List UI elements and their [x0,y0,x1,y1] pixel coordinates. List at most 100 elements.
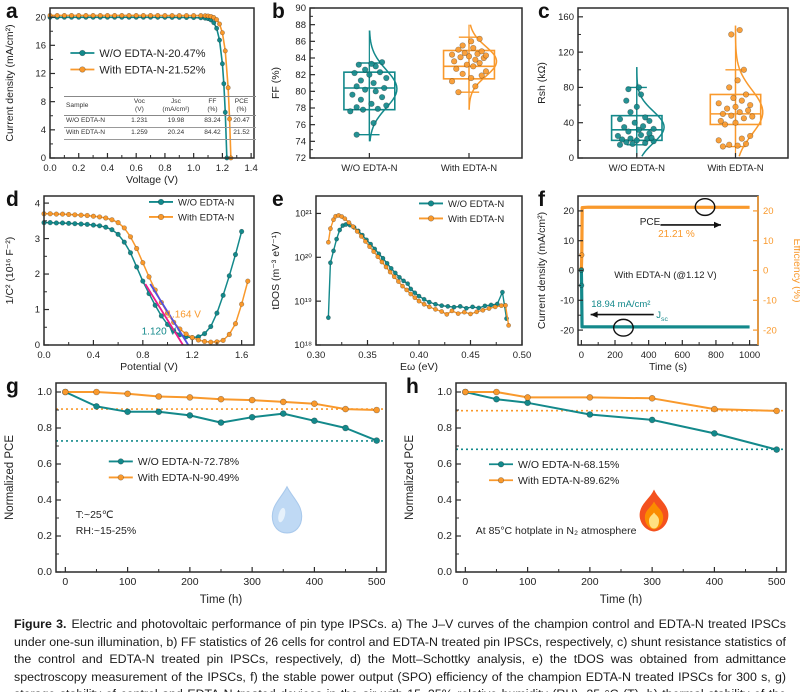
table-cell: 21.52 [226,127,256,140]
data-point-marker [248,413,256,421]
data-point-marker [449,308,455,314]
legend-marker [157,198,165,206]
data-point-marker [337,227,343,233]
data-point-marker [134,245,140,252]
data-point-marker [155,12,161,18]
data-point-marker [633,103,640,110]
panel-e-chart-canvas: 0.30 0.35 0.40 0.45 0.50 10¹⁸ 10¹⁹ 10²⁰ 10²¹ Eω (… [270,195,531,373]
table-cell: 1.259 [124,127,154,140]
x-tick-label: 0 [579,350,584,361]
panel-g-chart-canvas: 0 100 200 300 400 500 0.0 0.2 0.4 0.6 0.8 1.0 Time (… [4,382,387,606]
data-point-marker [463,305,469,311]
data-point-marker [342,424,349,432]
data-point-marker [646,117,653,125]
data-point-marker [476,35,483,42]
x-tick-label: 0.0 [43,163,56,174]
data-point-marker [325,239,331,245]
data-point-marker [635,126,642,133]
x-tick-label: 100 [119,576,137,588]
annotation-text: At 85°C hotplate in N₂ atmosphere [476,525,637,537]
annotation-text: 18.94 mA/cm² [591,299,650,310]
y2-tick-label: 0 [763,266,768,277]
x-tick-label: With EDTA-N [707,163,763,174]
table-cell: 19.98 [153,115,198,128]
data-point-marker [470,44,477,52]
x-axis-label: Voltage (V) [126,174,178,186]
data-point-marker [463,61,470,68]
y-axis-label: Normalized PCE [404,435,416,520]
legend-label: W/O EDTA-N [178,197,234,208]
data-point-marker [379,259,385,265]
data-point-marker [47,220,53,226]
data-point-marker [334,236,339,242]
plot-frame [309,7,523,159]
panel-h-thermal-stability: 0 100 200 300 400 500 0.0 0.2 0.4 0.6 0.8 1.0 Time (… [400,375,800,608]
data-point-marker [457,54,464,61]
data-point-marker [461,49,468,57]
data-point-marker [459,70,466,77]
x-tick-label: 200 [181,576,199,588]
data-point-marker [127,250,134,256]
panel-letter-d: d [6,188,19,211]
panel-letter-h: h [406,375,419,398]
y2-tick-label: -10 [763,296,777,307]
data-point-marker [375,254,381,260]
y2-tick-label: 10 [763,236,774,247]
panel-b-chart-canvas: W/O EDTA-N With EDTA-N 72 74 76 78 80 82 84 86 88 9… [270,3,523,174]
data-point-marker [623,139,630,146]
data-point-marker [353,104,360,111]
data-point-marker [62,388,69,396]
annotation-text: RH:~15-25% [76,525,136,537]
data-point-marker [140,260,146,266]
data-point-marker [715,137,722,144]
data-point-marker [738,135,745,142]
table-header-ff: FF (%) [197,96,227,116]
x-tick-label: 0.40 [410,350,429,361]
x-tick-label: 1.2 [186,350,199,361]
distribution-curve [636,67,665,157]
data-point-marker [631,119,638,126]
data-point-marker [412,290,418,296]
data-point-marker [239,228,245,235]
data-point-marker [747,101,754,109]
highlight-ellipse [612,318,634,337]
data-point-marker [472,56,479,63]
data-point-marker [445,303,451,309]
data-point-marker [372,88,379,95]
data-point-marker [134,264,140,270]
data-point-marker [621,124,628,131]
data-point-marker [408,286,414,292]
y-tick-label: 1.0 [437,386,452,398]
data-point-marker [459,42,466,49]
x-tick-label: 0.4 [101,163,114,174]
x-axis-label: Potential (V) [120,361,178,373]
x-tick-label: 500 [368,576,386,588]
data-point-marker [468,38,475,45]
data-point-marker [773,407,780,415]
x-axis-label: Time (h) [200,594,243,606]
x-tick-label: 0 [62,576,68,588]
x-tick-label: 1000 [739,350,760,361]
series-line [44,212,249,343]
data-point-marker [586,411,594,418]
y-tick-label: 10¹⁸ [294,340,312,351]
data-point-marker [328,226,333,232]
data-point-marker [400,283,405,289]
data-point-marker [474,50,481,57]
figure-caption-text: Electric and photovoltaic performance of… [14,617,787,692]
x-tick-label: With EDTA-N [441,163,497,174]
data-point-marker [408,291,414,297]
legend-label: With EDTA-N [178,212,234,223]
y-tick-label: 8 [41,97,46,108]
data-point-marker [387,269,393,275]
annotation-text: 1.164 V [166,309,201,320]
annotation-text: 1.120 V [142,326,177,337]
x-tick-label: 0.4 [87,350,100,361]
legend-marker [79,66,86,73]
legend-marker [497,477,505,484]
data-point-marker [421,301,427,307]
data-point-marker [616,116,624,123]
data-point-marker [646,130,653,137]
data-point-marker [119,12,125,18]
data-point-marker [642,114,649,121]
